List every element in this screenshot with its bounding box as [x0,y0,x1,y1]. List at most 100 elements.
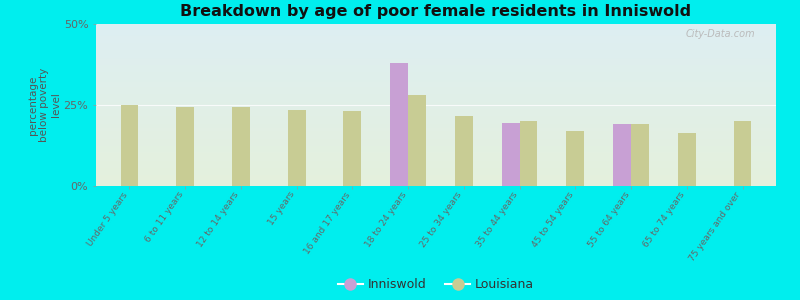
Bar [96,73,776,74]
Text: City-Data.com: City-Data.com [686,29,755,39]
Bar [96,142,776,143]
Bar [232,106,250,186]
Bar [96,51,776,52]
Bar [96,143,776,144]
Bar [96,45,776,46]
Bar [96,96,776,97]
Bar [96,153,776,154]
Bar [96,40,776,41]
Bar [96,71,776,72]
Bar [96,108,776,109]
Bar [96,76,776,77]
Bar [96,35,776,36]
Bar [96,113,776,114]
Bar [96,114,776,115]
Bar [96,34,776,35]
Bar [96,151,776,152]
Bar [96,154,776,155]
Bar [96,127,776,128]
Bar [96,94,776,95]
Bar [96,139,776,140]
Bar [96,178,776,179]
Bar [96,129,776,130]
Legend: Inniswold, Louisiana: Inniswold, Louisiana [333,273,539,296]
Bar [96,57,776,58]
Bar [96,130,776,131]
Bar [96,163,776,164]
Bar [96,27,776,28]
Bar [96,120,776,121]
Bar [96,125,776,126]
Bar [96,56,776,57]
Bar [96,160,776,161]
Bar [96,43,776,44]
Bar [96,170,776,171]
Bar [96,176,776,177]
Bar [96,26,776,27]
Bar [96,29,776,30]
Bar [96,53,776,54]
Bar [96,146,776,147]
Bar [96,46,776,47]
Bar [96,145,776,146]
Bar [96,85,776,86]
Bar [96,167,776,168]
Bar [96,93,776,94]
Bar [96,172,776,173]
Bar [96,118,776,119]
Bar [96,103,776,104]
Bar [96,181,776,182]
Bar [96,28,776,29]
Bar [96,131,776,132]
Bar [96,25,776,26]
Bar [96,158,776,159]
Bar [96,159,776,160]
Bar [96,164,776,165]
Bar [96,128,776,129]
Bar [96,50,776,51]
Bar [96,40,776,41]
Bar [96,92,776,93]
Bar [96,185,776,186]
Bar [734,121,751,186]
Bar [96,79,776,80]
Bar [96,89,776,90]
Bar [96,52,776,53]
Bar [343,112,362,186]
Bar [96,41,776,42]
Bar [96,67,776,68]
Bar [96,183,776,184]
Bar [96,85,776,86]
Bar [96,107,776,108]
Bar [96,179,776,180]
Bar [96,140,776,141]
Bar [631,124,649,186]
Bar [96,30,776,31]
Bar [96,97,776,98]
Bar [96,24,776,25]
Bar [96,155,776,156]
Bar [96,161,776,162]
Bar [96,148,776,149]
Bar [96,37,776,38]
Bar [96,66,776,67]
Bar [96,64,776,65]
Bar [96,169,776,170]
Bar [678,133,696,186]
Bar [96,180,776,181]
Bar [96,150,776,151]
Bar [96,61,776,62]
Bar [96,117,776,118]
Bar [96,86,776,87]
Bar [502,123,520,186]
Bar [96,126,776,127]
Bar [520,121,538,186]
Bar [121,105,138,186]
Bar [96,156,776,157]
Bar [96,144,776,145]
Bar [96,122,776,123]
Bar [96,87,776,88]
Bar [96,75,776,76]
Bar [96,74,776,75]
Bar [614,124,631,186]
